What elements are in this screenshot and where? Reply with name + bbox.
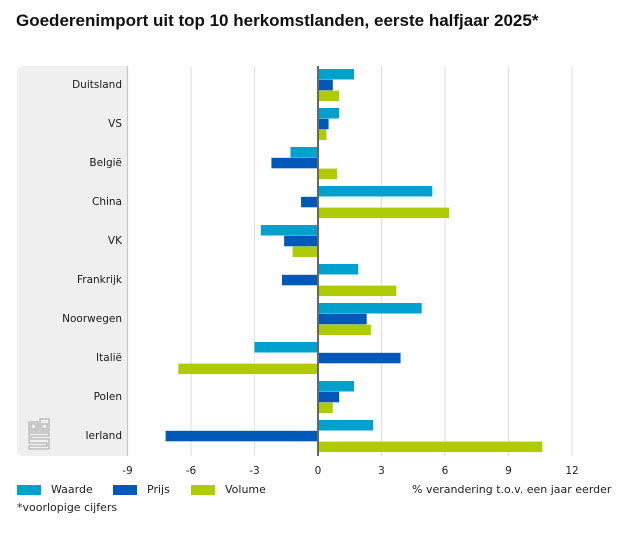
- bar-prijs-frankrijk: [282, 274, 318, 286]
- footnote: *voorlopige cijfers: [17, 501, 118, 514]
- category-label: Polen: [93, 390, 122, 403]
- category-label: Frankrijk: [77, 273, 122, 286]
- bar-volume-vs: [318, 129, 327, 141]
- legend-label-prijs: Prijs: [147, 483, 170, 496]
- bar-prijs-china: [301, 196, 318, 208]
- bar-waarde-china: [318, 186, 433, 197]
- bar-prijs-italië: [318, 352, 401, 364]
- bar-waarde-polen: [318, 381, 354, 392]
- bar-volume-noorwegen: [318, 324, 371, 336]
- bar-volume-frankrijk: [318, 285, 397, 297]
- bar-volume-polen: [318, 402, 333, 414]
- category-label: Noorwegen: [62, 312, 122, 325]
- category-label: VS: [108, 117, 122, 130]
- category-label: China: [92, 195, 122, 208]
- x-tick-label: 9: [505, 465, 512, 477]
- bar-volume-china: [318, 207, 450, 219]
- bar-prijs-vk: [284, 235, 318, 247]
- legend-swatch-prijs: [113, 485, 137, 495]
- x-tick-label: 6: [441, 465, 449, 477]
- bar-prijs-polen: [318, 391, 340, 403]
- legend-swatch-waarde: [17, 485, 41, 495]
- x-tick-label: -6: [185, 465, 197, 477]
- bar-waarde-vs: [318, 108, 340, 119]
- x-tick-label: -9: [122, 465, 133, 477]
- x-tick-label: -3: [249, 465, 260, 477]
- bar-waarde-vk: [260, 225, 318, 236]
- x-axis-label: % verandering t.o.v. een jaar eerder: [412, 483, 612, 496]
- bar-waarde-noorwegen: [318, 303, 422, 314]
- category-label: België: [89, 156, 122, 169]
- bar-waarde-duitsland: [318, 69, 354, 80]
- x-tick-label: 12: [565, 465, 579, 477]
- bar-waarde-italië: [254, 342, 318, 353]
- bar-volume-ierland: [318, 441, 543, 453]
- bar-volume-vk: [292, 246, 318, 258]
- bar-prijs-duitsland: [318, 79, 333, 91]
- category-label: Duitsland: [72, 78, 122, 91]
- legend-label-waarde: Waarde: [51, 483, 93, 496]
- bar-waarde-frankrijk: [318, 264, 359, 275]
- category-label-panel: [17, 66, 127, 456]
- category-label: VK: [107, 234, 122, 247]
- bar-waarde-belgië: [290, 147, 318, 158]
- bar-prijs-belgië: [271, 157, 318, 169]
- category-label: Italië: [96, 351, 122, 364]
- x-tick-label: 3: [378, 465, 385, 477]
- bar-waarde-ierland: [318, 420, 374, 431]
- bar-volume-italië: [178, 363, 318, 375]
- bar-prijs-ierland: [165, 430, 318, 442]
- bar-volume-belgië: [318, 168, 338, 180]
- cbs-logo-icon: [28, 418, 50, 450]
- legend-swatch-volume: [191, 485, 215, 495]
- x-tick-label: 0: [314, 465, 322, 477]
- chart-title: Goederenimport uit top 10 herkomstlanden…: [16, 11, 539, 30]
- category-label: Ierland: [85, 429, 122, 442]
- bar-prijs-noorwegen: [318, 313, 367, 325]
- bar-volume-duitsland: [318, 90, 340, 102]
- legend-label-volume: Volume: [225, 483, 266, 496]
- bar-prijs-vs: [318, 118, 329, 130]
